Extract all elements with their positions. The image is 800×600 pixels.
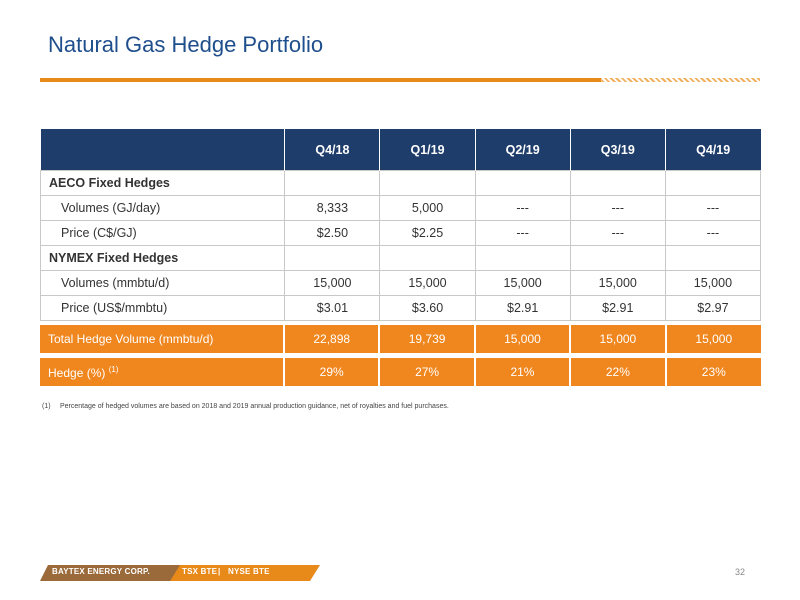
table-cell: --- <box>664 220 762 246</box>
row-label: Volumes (mmbtu/d) <box>39 270 286 296</box>
table-cell: $2.91 <box>474 295 571 321</box>
table-cell: $3.60 <box>379 295 476 321</box>
table-cell: --- <box>664 195 762 221</box>
hedge-percent-bar: Hedge (%) (1) 29% 27% 21% 22% 23% <box>40 358 761 386</box>
table-cell: 15,000 <box>474 270 571 296</box>
page-number: 32 <box>735 567 746 577</box>
table-cell: 15,000 <box>284 270 381 296</box>
page-title: Natural Gas Hedge Portfolio <box>48 32 324 57</box>
table-cell: 21% <box>473 358 571 386</box>
title-underline-hatch <box>602 78 760 82</box>
row-label: Volumes (GJ/day) <box>39 195 286 221</box>
row-label: Price (C$/GJ) <box>39 220 286 246</box>
footer-band-light <box>170 565 320 581</box>
table-cell: 15,000 <box>569 325 666 353</box>
table-row-aeco-section: AECO Fixed Hedges <box>39 170 762 196</box>
table-cell <box>284 245 381 271</box>
footer-separator: | <box>218 567 221 576</box>
footer-band-dark <box>40 565 180 581</box>
footer-tsx-ticker: TSX BTE <box>182 567 218 576</box>
header-cell-blank <box>40 129 285 171</box>
table-cell: 19,739 <box>378 325 475 353</box>
table-cell <box>284 170 381 196</box>
table-cell: 15,000 <box>569 270 666 296</box>
footnote-number: (1) <box>42 403 51 410</box>
table-cell: $3.01 <box>284 295 381 321</box>
table-cell <box>379 170 476 196</box>
footer-band <box>40 565 320 581</box>
table-cell: 15,000 <box>379 270 476 296</box>
header-cell-q4-19: Q4/19 <box>664 129 761 171</box>
table-cell <box>474 170 571 196</box>
table-cell: --- <box>474 195 571 221</box>
table-cell <box>664 170 762 196</box>
table-cell: 22,898 <box>282 325 380 353</box>
footnote: (1) Percentage of hedged volumes are base… <box>42 403 449 410</box>
table-cell: 22% <box>569 358 666 386</box>
table-cell: 8,333 <box>284 195 381 221</box>
row-label: AECO Fixed Hedges <box>39 170 286 196</box>
hedge-percent-row: Hedge (%) (1) 29% 27% 21% 22% 23% <box>40 358 761 386</box>
table-cell: --- <box>474 220 571 246</box>
table-cell: 23% <box>664 358 761 386</box>
header-cell-q2-19: Q2/19 <box>474 129 571 171</box>
hedge-label: Hedge (%) <box>48 365 106 380</box>
row-label: Hedge (%) (1) <box>40 358 284 386</box>
table-cell <box>664 245 762 271</box>
table-cell <box>474 245 571 271</box>
header-cell-q3-19: Q3/19 <box>569 129 666 171</box>
table-cell: $2.91 <box>569 295 666 321</box>
row-label: NYMEX Fixed Hedges <box>39 245 286 271</box>
row-label: Total Hedge Volume (mmbtu/d) <box>40 325 284 353</box>
table-cell: $2.97 <box>664 295 762 321</box>
table-cell: $2.50 <box>284 220 381 246</box>
footnote-ref: (1) <box>108 364 119 374</box>
table-cell: 15,000 <box>664 270 762 296</box>
title-underline <box>40 78 760 82</box>
table-cell: 29% <box>282 358 380 386</box>
table-row-aeco-price: Price (C$/GJ) $2.50 $2.25 --- --- --- <box>39 220 762 246</box>
table-cell <box>569 170 666 196</box>
table-row-nymex-section: NYMEX Fixed Hedges <box>39 245 762 271</box>
header-cell-q1-19: Q1/19 <box>379 129 476 171</box>
table-cell: --- <box>569 220 666 246</box>
table-header-row: Q4/18 Q1/19 Q2/19 Q3/19 Q4/19 <box>40 129 761 171</box>
total-hedge-volume-bar: Total Hedge Volume (mmbtu/d) 22,898 19,7… <box>40 325 761 353</box>
footer-nyse-ticker: NYSE BTE <box>228 567 270 576</box>
footnote-text: Percentage of hedged volumes are based o… <box>60 403 449 410</box>
footer-company-name: BAYTEX ENERGY CORP. <box>52 567 150 576</box>
total-hedge-volume-row: Total Hedge Volume (mmbtu/d) 22,898 19,7… <box>40 325 761 353</box>
table-cell: $2.25 <box>379 220 476 246</box>
hedge-table: Q4/18 Q1/19 Q2/19 Q3/19 Q4/19 AECO Fixed… <box>39 129 762 321</box>
table-row-nymex-volumes: Volumes (mmbtu/d) 15,000 15,000 15,000 1… <box>39 270 762 296</box>
table-cell: 15,000 <box>473 325 571 353</box>
table-row-nymex-price: Price (US$/mmbtu) $3.01 $3.60 $2.91 $2.9… <box>39 295 762 321</box>
table-cell <box>569 245 666 271</box>
table-cell: --- <box>569 195 666 221</box>
row-label: Price (US$/mmbtu) <box>39 295 286 321</box>
table-cell: 27% <box>378 358 475 386</box>
table-cell: 15,000 <box>664 325 761 353</box>
header-cell-q4-18: Q4/18 <box>284 129 380 171</box>
table-cell <box>379 245 476 271</box>
table-row-aeco-volumes: Volumes (GJ/day) 8,333 5,000 --- --- --- <box>39 195 762 221</box>
table-cell: 5,000 <box>379 195 476 221</box>
